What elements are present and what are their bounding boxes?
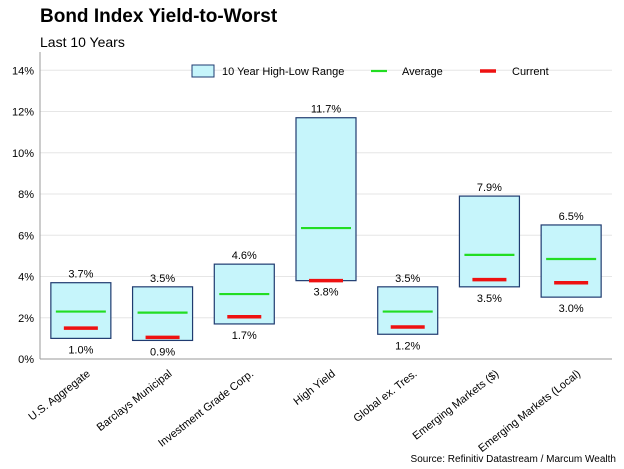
y-tick-label: 14%	[12, 65, 34, 77]
y-tick-label: 6%	[18, 230, 34, 242]
y-tick-label: 2%	[18, 313, 34, 325]
source-note: Source: Refinitiv Datastream / Marcum We…	[410, 454, 616, 465]
low-value-label: 1.7%	[232, 330, 257, 342]
high-value-label: 6.5%	[559, 211, 584, 223]
low-value-label: 3.0%	[559, 303, 584, 315]
low-value-label: 0.9%	[150, 346, 175, 358]
x-tick-label: U.S. Aggregate	[27, 368, 93, 423]
x-tick-label: Barclays Municipal	[95, 368, 175, 434]
range-bar	[458, 195, 521, 288]
high-value-label: 4.6%	[232, 250, 257, 262]
low-value-label: 3.8%	[313, 287, 338, 299]
chart-subtitle: Last 10 Years	[40, 34, 125, 50]
low-value-label: 1.2%	[395, 340, 420, 352]
x-tick-label: Global ex. Tres.	[351, 368, 419, 425]
high-value-label: 7.9%	[477, 182, 502, 194]
x-tick-label: High Yield	[291, 368, 337, 408]
high-value-label: 11.7%	[311, 104, 342, 116]
y-tick-label: 10%	[12, 148, 34, 160]
chart-title: Bond Index Yield-to-Worst	[40, 6, 278, 27]
low-value-label: 1.0%	[68, 344, 93, 356]
low-value-label: 3.5%	[477, 293, 502, 305]
high-value-label: 3.5%	[395, 273, 420, 285]
high-value-label: 3.5%	[150, 273, 175, 285]
legend-range-swatch	[191, 64, 215, 78]
high-value-label: 3.7%	[68, 269, 93, 281]
legend-range-label: 10 Year High-Low Range	[222, 66, 344, 78]
y-tick-label: 4%	[18, 272, 34, 284]
x-tick-label: Investment Grade Corp.	[156, 368, 256, 450]
range-bar	[540, 224, 602, 298]
y-tick-label: 8%	[18, 189, 34, 201]
x-tick-label: Emerging Markets ($)	[411, 368, 502, 443]
legend-current-label: Current	[512, 66, 549, 78]
legend-average-label: Average	[402, 66, 443, 78]
range-bar	[295, 117, 357, 282]
y-tick-label: 12%	[12, 107, 34, 119]
y-tick-label: 0%	[18, 354, 34, 366]
